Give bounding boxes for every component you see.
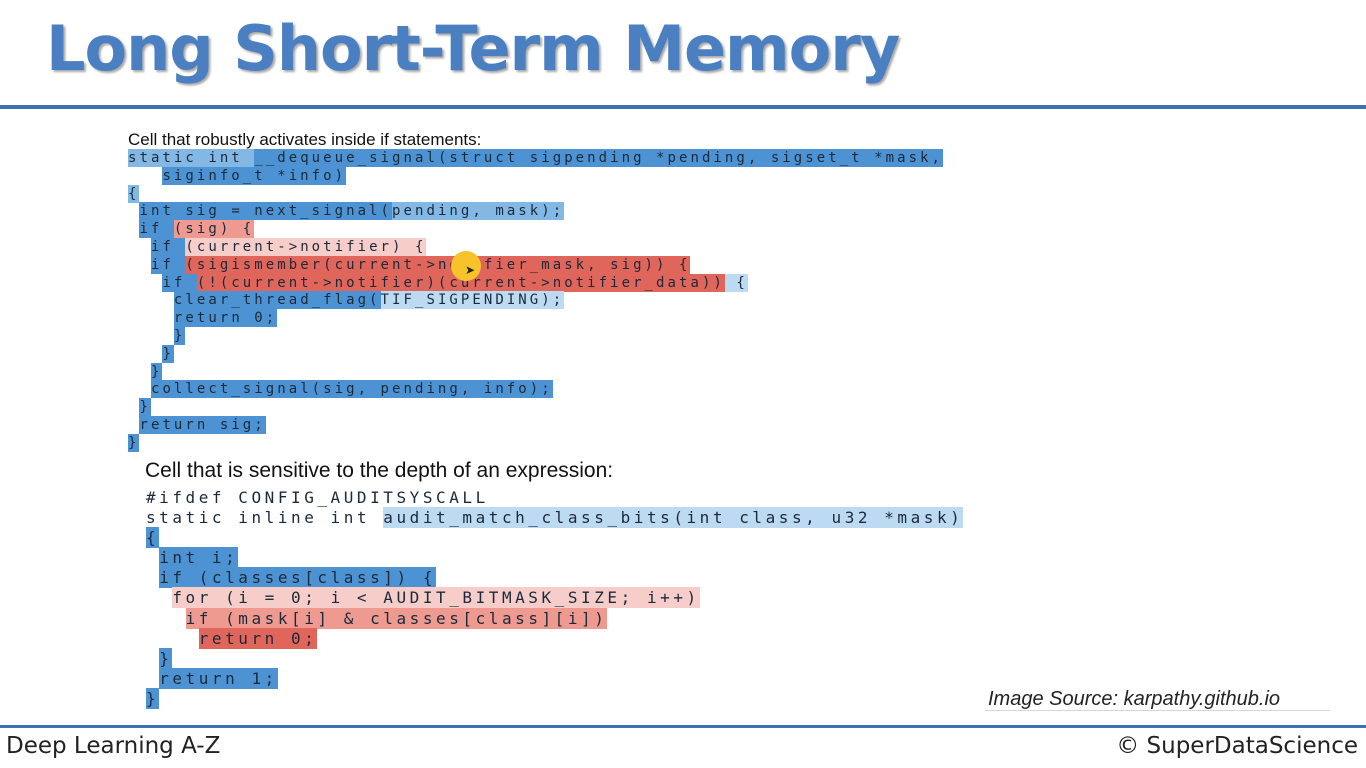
code-line: if (sigismember(current->notifier_mask, … [128, 255, 943, 275]
slide-title: Long Short-Term Memory [46, 12, 900, 85]
code-line: collect_signal(sig, pending, info); [128, 380, 943, 399]
code-token: pending, mask); [392, 202, 565, 221]
code-token: collect_signal(sig, pending, info); [150, 380, 553, 399]
code-token: (sigismember(current->notifier_mask, sig… [185, 255, 691, 274]
code-line: static int __dequeue_signal(struct sigpe… [128, 149, 944, 168]
code-token: clear_thread_flag( [173, 291, 381, 310]
code-block-expression-depth: #ifdef CONFIG_AUDITSYSCALL static inline … [146, 488, 964, 709]
code-token [128, 202, 139, 220]
code-token [128, 327, 174, 345]
code-line: if (sig) { [128, 220, 943, 239]
code-token: { [128, 184, 140, 203]
code-line: return 0; [146, 627, 963, 649]
code-line: siginfo_t *info) [128, 166, 943, 186]
code-line: if (classes[class]) { [146, 567, 963, 589]
code-line: } [128, 362, 943, 382]
code-line: if (!(current->notifier)(current->notifi… [128, 273, 943, 293]
code-token: { [146, 527, 160, 549]
code-token [128, 167, 162, 185]
cursor-highlight-icon [451, 251, 481, 281]
code-line: return 1; [146, 667, 963, 689]
code-line: } [128, 344, 943, 364]
caption-if-statements: Cell that robustly activates inside if s… [128, 130, 482, 149]
code-line: } [128, 326, 943, 346]
code-token: } [150, 362, 163, 381]
code-token [128, 416, 139, 434]
code-line: clear_thread_flag(TIF_SIGPENDING); [128, 291, 943, 310]
code-token [128, 363, 151, 381]
code-token: return sig; [139, 415, 266, 434]
code-token: audit_match_class_bits(int class, u32 *m… [383, 507, 964, 529]
code-line: return sig; [128, 415, 943, 435]
code-token: int sig = next_signal( [139, 202, 393, 221]
brand-copyright: © SuperDataScience [1116, 733, 1358, 759]
code-line: } [128, 398, 943, 417]
code-token [146, 587, 172, 608]
code-line: int sig = next_signal(pending, mask); [128, 202, 943, 221]
code-token [146, 608, 186, 629]
code-token: siginfo_t *info) [162, 166, 347, 185]
code-token [146, 547, 159, 568]
caption-expression-depth: Cell that is sensitive to the depth of a… [145, 459, 614, 482]
code-token: #ifdef CONFIG_AUDITSYSCALL [146, 488, 489, 507]
code-token: if [139, 220, 174, 239]
code-token: } [139, 398, 151, 417]
code-token [146, 567, 159, 588]
code-token: if (classes[class]) { [159, 567, 437, 589]
code-token: int i; [159, 547, 239, 569]
code-line: return 0; [128, 309, 943, 328]
code-line: { [128, 184, 943, 204]
code-line: static inline int audit_match_class_bits… [146, 507, 964, 529]
code-token: if (mask[i] & classes[class][i]) [185, 607, 608, 629]
code-token [128, 345, 162, 363]
source-underline [985, 710, 1330, 711]
code-token: TIF_SIGPENDING); [380, 291, 565, 310]
code-token: return 1; [159, 667, 278, 689]
title-divider [0, 105, 1366, 109]
code-token: } [159, 647, 173, 669]
code-token [128, 398, 139, 416]
code-token: } [162, 344, 174, 363]
code-token: __dequeue_signal(struct sigpending *pend… [254, 149, 944, 167]
code-token: } [146, 687, 160, 709]
code-line: int i; [146, 547, 963, 569]
code-token [146, 668, 159, 689]
code-line: } [128, 433, 943, 453]
code-token [128, 380, 151, 398]
code-token: (sig) { [173, 220, 255, 239]
code-token: return 0; [198, 627, 318, 649]
code-line: for (i = 0; i < AUDIT_BITMASK_SIZE; i++) [146, 587, 963, 609]
code-line: } [146, 647, 963, 669]
code-token: static int [128, 149, 255, 167]
code-token [128, 291, 174, 309]
code-token: { [724, 273, 748, 292]
code-token: if [162, 273, 197, 292]
code-token: static inline int [146, 508, 384, 528]
code-line: } [146, 687, 963, 709]
code-token: (!(current->notifier)(current->notifier_… [196, 273, 725, 292]
code-token: if [150, 237, 186, 256]
footer-divider [0, 725, 1366, 728]
code-token [128, 238, 151, 256]
course-name: Deep Learning A-Z [6, 733, 221, 759]
code-token: (current->notifier) { [185, 237, 427, 256]
code-token [128, 256, 151, 274]
image-source-credit: Image Source: karpathy.github.io [988, 688, 1281, 710]
code-token [146, 648, 159, 669]
code-token: return 0; [173, 309, 278, 328]
code-line: { [146, 527, 963, 549]
code-token: for (i = 0; i < AUDIT_BITMASK_SIZE; i++) [172, 587, 700, 609]
code-token [128, 220, 139, 238]
code-token [128, 309, 174, 327]
mouse-pointer-icon: ➤ [465, 263, 476, 277]
code-line: if (current->notifier) { [128, 237, 943, 257]
code-token [146, 628, 199, 649]
code-token: } [173, 326, 186, 345]
code-token: if [150, 255, 186, 274]
code-token [128, 274, 162, 292]
code-block-if-statements: static int __dequeue_signal(struct sigpe… [128, 149, 944, 453]
code-line: if (mask[i] & classes[class][i]) [146, 607, 963, 629]
code-token: } [128, 433, 140, 452]
code-line: #ifdef CONFIG_AUDITSYSCALL [146, 488, 963, 508]
